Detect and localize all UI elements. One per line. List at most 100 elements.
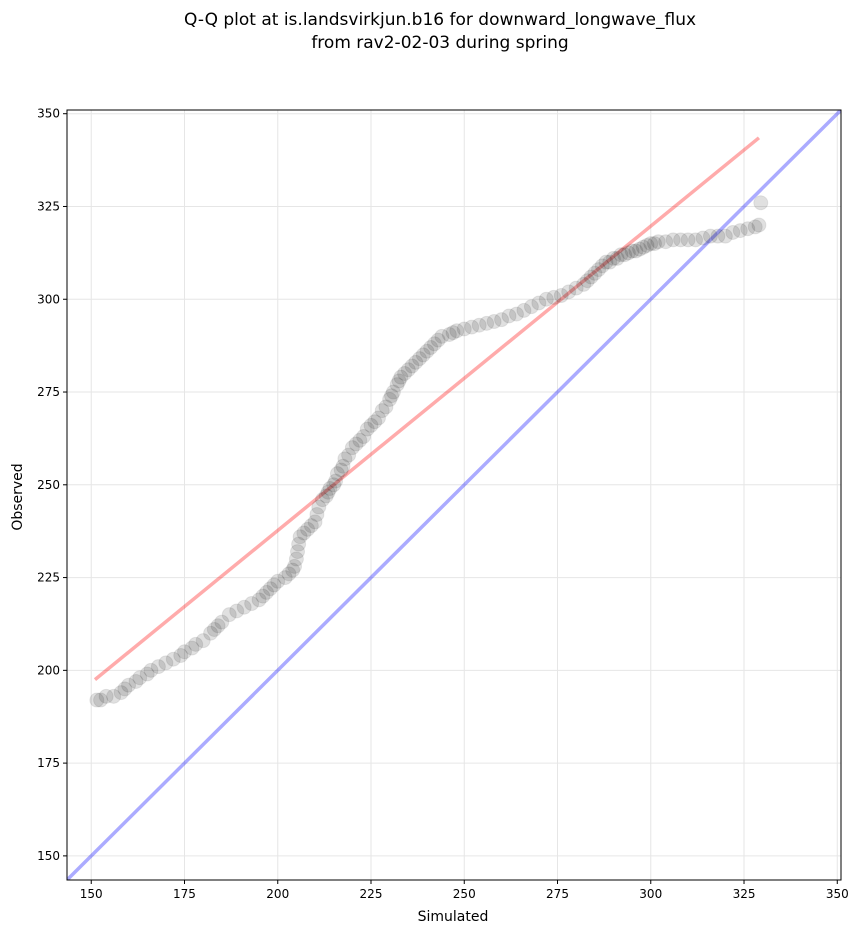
scatter-point (221, 607, 237, 623)
scatter-point (143, 662, 159, 678)
scatter-point (296, 525, 312, 541)
fit-line (93, 136, 761, 681)
scatter-point (117, 681, 133, 697)
scatter-point (486, 314, 502, 330)
scatter-point (344, 440, 360, 456)
scatter-point (531, 295, 547, 311)
scatter-point (341, 447, 357, 463)
scatter-point (591, 262, 607, 278)
scatter-point (359, 421, 375, 437)
x-ticks: 150 175 200 225 250 275 300 325 350 (80, 880, 849, 901)
scatter-point (259, 584, 275, 600)
scatter-point (329, 466, 345, 482)
scatter-point (464, 319, 480, 335)
scatter-point (397, 365, 413, 381)
scatter-point (255, 588, 271, 604)
scatter-point (449, 323, 465, 339)
plot-frame (66, 109, 842, 881)
scatter-point (128, 673, 144, 689)
scatter-point (322, 481, 338, 497)
scatter-point (639, 237, 655, 253)
scatter-point (291, 536, 307, 552)
scatter-point (173, 647, 189, 663)
y-ticks: 150 175 200 225 250 275 300 325 350 (37, 107, 67, 863)
y-tick-label: 300 (37, 292, 60, 306)
scatter-point (367, 414, 383, 430)
scatter-point (393, 369, 409, 385)
x-tick-label: 275 (546, 887, 569, 901)
x-tick-label: 350 (826, 887, 849, 901)
y-tick-label: 200 (37, 663, 60, 677)
scatter-point (210, 618, 226, 634)
scatter-point (516, 302, 532, 318)
x-tick-label: 300 (639, 887, 662, 901)
scatter-point (710, 228, 726, 244)
scatter-point (411, 351, 427, 367)
y-axis-label: Observed (10, 463, 26, 530)
scatter-point (508, 306, 524, 322)
y-tick-label: 350 (37, 107, 60, 121)
scatter-point (605, 250, 621, 266)
scatter-point (150, 659, 166, 675)
scatter-point (139, 666, 155, 682)
x-tick-label: 200 (266, 887, 289, 901)
scatter-point (214, 614, 230, 630)
scatter-point (251, 592, 267, 608)
scatter-point (673, 232, 689, 248)
scatter-point (658, 234, 674, 250)
scatter-point (400, 362, 416, 378)
scatter-point (348, 436, 364, 452)
scatter-point (602, 254, 618, 270)
scatter-point (501, 308, 517, 324)
scatter-point (374, 403, 390, 419)
y-tick-label: 225 (37, 571, 60, 585)
scatter-point (229, 603, 245, 619)
scatter-point (384, 388, 400, 404)
scatter-point (445, 325, 461, 341)
scatter-point (262, 581, 278, 597)
scatter-point (176, 644, 192, 660)
scatter-point (624, 243, 640, 259)
scatter-point (613, 247, 629, 263)
scatter-point (617, 247, 633, 263)
scatter-point (620, 245, 636, 261)
scatter-point (702, 228, 718, 244)
x-tick-label: 225 (360, 887, 383, 901)
scatter-point (203, 625, 219, 641)
scatter-point (281, 566, 297, 582)
scatter-point (328, 473, 344, 489)
scatter-point (646, 236, 662, 252)
scatter-point (471, 317, 487, 333)
scatter-point (404, 358, 420, 374)
scatter-point (287, 558, 303, 574)
scatter-point (352, 432, 368, 448)
scatter-point (695, 230, 711, 246)
scatter-point (307, 514, 323, 530)
scatter-point (335, 458, 351, 474)
scatter-point (385, 384, 401, 400)
scatter-point (725, 224, 741, 240)
scatter-point (523, 299, 539, 315)
scatter-point (290, 544, 306, 560)
scatter-point (609, 250, 625, 266)
scatter-point (680, 232, 696, 248)
scatter-point (732, 223, 748, 239)
scatter-point (479, 315, 495, 331)
scatter-point (158, 655, 174, 671)
scatter-point (635, 239, 651, 255)
scatter-point (594, 258, 610, 274)
x-tick-label: 150 (80, 887, 103, 901)
x-tick-label: 175 (173, 887, 196, 901)
scatter-point (650, 234, 666, 250)
x-tick-label: 325 (733, 887, 756, 901)
scatter-point (391, 373, 407, 389)
chart-subtitle: from rav2-02-03 during spring (311, 33, 568, 53)
scatter-point (184, 640, 200, 656)
scatter-point (195, 633, 211, 649)
scatter-point (106, 688, 122, 704)
scatter-point (546, 289, 562, 305)
scatter-point (363, 417, 379, 433)
scatter-point (665, 232, 681, 248)
scatter-point (98, 688, 114, 704)
